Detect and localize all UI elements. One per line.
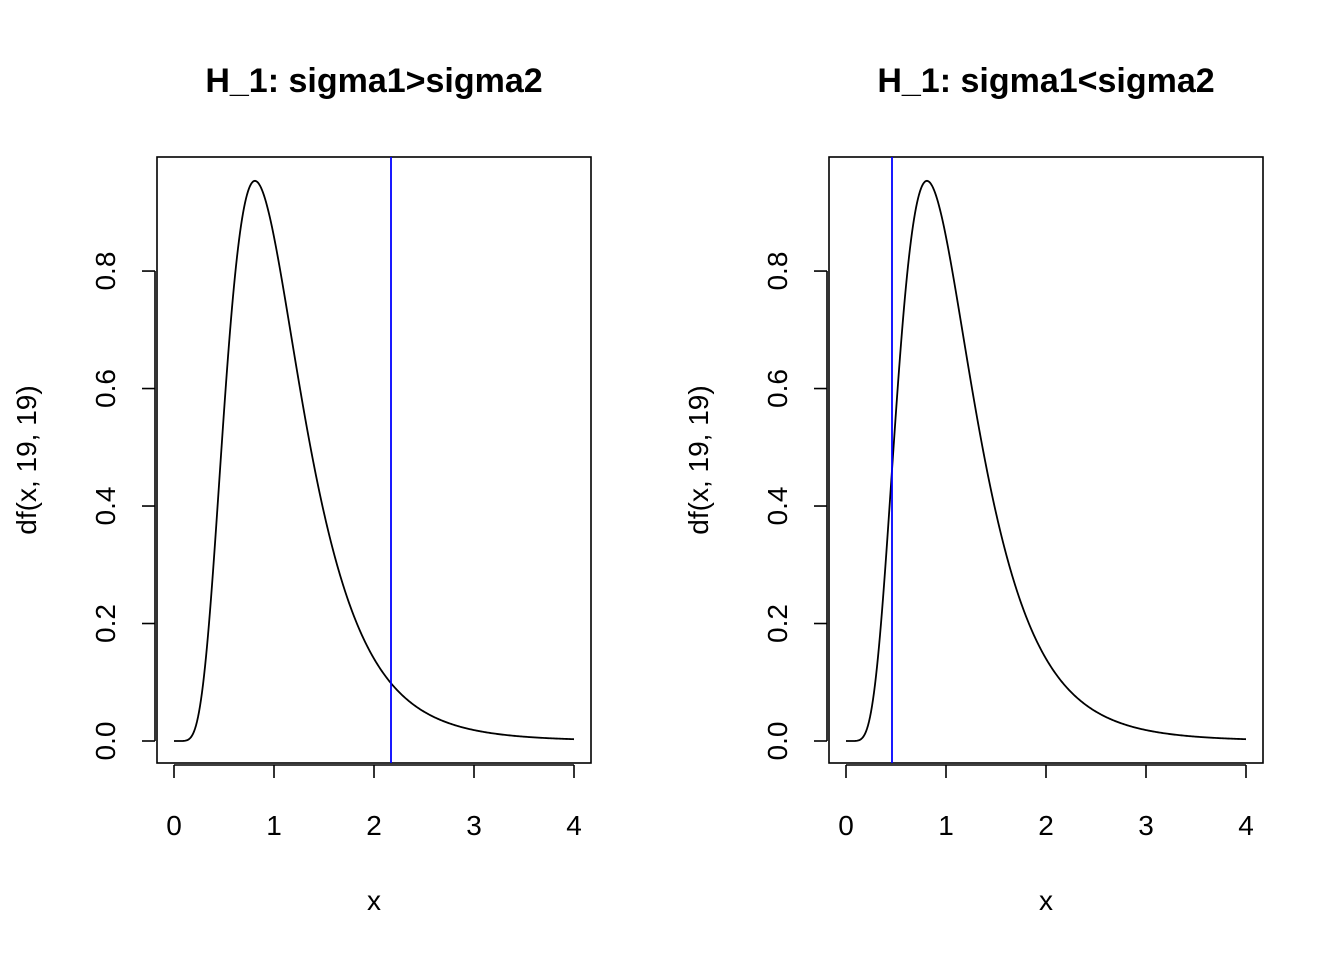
y-tick-label: 0.2 — [90, 604, 121, 643]
x-tick-label: 3 — [1138, 810, 1154, 841]
y-tick-label: 0.4 — [762, 487, 793, 526]
y-tick-label: 0.2 — [762, 604, 793, 643]
y-axis-label: df(x, 19, 19) — [11, 385, 42, 534]
x-tick-label: 0 — [166, 810, 182, 841]
y-ticks: 0.0 0.2 0.4 0.6 0.8 — [762, 252, 828, 761]
y-tick-label: 0.6 — [762, 369, 793, 408]
plot-area — [174, 157, 575, 763]
y-ticks: 0.0 0.2 0.4 0.6 0.8 — [90, 252, 156, 761]
x-tick-label: 1 — [266, 810, 282, 841]
plot-area — [846, 157, 1247, 763]
chart-panel-left: H_1: sigma1>sigma2 x df(x, 19, 19) 0 1 2 3 4… — [11, 62, 592, 916]
chart-title: H_1: sigma1>sigma2 — [205, 62, 542, 100]
x-ticks: 0 1 2 3 4 — [166, 764, 582, 841]
y-tick-label: 0.0 — [90, 722, 121, 761]
chart-title: H_1: sigma1<sigma2 — [877, 62, 1214, 100]
x-tick-label: 4 — [1238, 810, 1254, 841]
x-tick-label: 0 — [838, 810, 854, 841]
plot-frame — [828, 156, 1264, 764]
x-axis-label: x — [1039, 885, 1053, 916]
density-curve — [174, 179, 575, 742]
x-tick-label: 1 — [938, 810, 954, 841]
y-tick-label: 0.4 — [90, 487, 121, 526]
y-axis-label: df(x, 19, 19) — [683, 385, 714, 534]
y-tick-label: 0.6 — [90, 369, 121, 408]
x-axis-label: x — [367, 885, 381, 916]
x-tick-label: 3 — [466, 810, 482, 841]
density-curve — [846, 179, 1247, 742]
y-tick-label: 0.0 — [762, 722, 793, 761]
x-tick-label: 2 — [1038, 810, 1054, 841]
chart-panel-right: H_1: sigma1<sigma2 x df(x, 19, 19) 0 1 2 3 4… — [683, 62, 1264, 916]
plot-frame — [156, 156, 592, 764]
x-tick-label: 4 — [566, 810, 582, 841]
y-tick-label: 0.8 — [90, 252, 121, 291]
x-ticks: 0 1 2 3 4 — [838, 764, 1254, 841]
x-tick-label: 2 — [366, 810, 382, 841]
y-tick-label: 0.8 — [762, 252, 793, 291]
